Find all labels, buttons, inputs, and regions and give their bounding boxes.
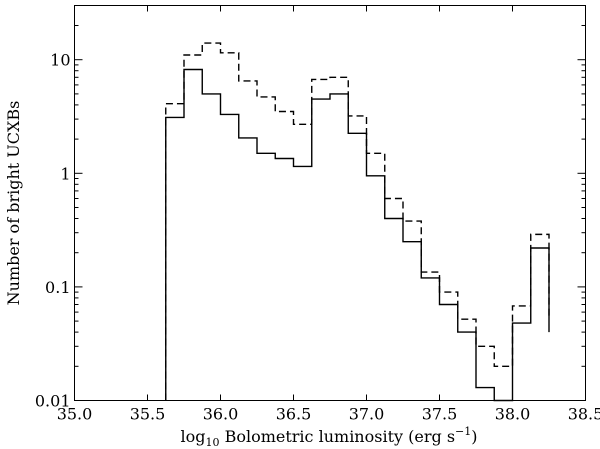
y-axis-label: Number of bright UCXBs [4,101,23,306]
x-tick-label: 38.5 [568,405,600,424]
bar-dashed-6 [275,111,293,400]
bar-dashed-9 [330,77,348,400]
ticks-layer: 35.0 35.5 36.0 36.5 37.0 37.5 38.0 38.5 0.01 0.1 1… [35,5,600,424]
bar-dashed-7 [294,124,312,400]
x-tick-label: 35.0 [57,405,93,424]
bar-dashed-15 [440,292,458,400]
x-tick-label: 37.0 [349,405,385,424]
bar-dashed-10 [348,116,366,401]
x-tick-label: 35.5 [130,405,166,424]
x-tick-label: 38.0 [495,405,531,424]
bar-dashed-13 [403,221,421,400]
bar-dashed-16 [458,319,476,400]
bar-dashed-18 [494,366,512,400]
x-axis-label-suffix: ) [471,427,477,446]
series-dashed [165,42,550,401]
x-tick-label: 37.5 [422,405,458,424]
y-tick-label: 1 [60,164,70,183]
bar-dashed-8 [312,79,330,400]
x-axis-label-subscript: 10 [205,436,219,449]
bar-dashed-12 [385,199,403,401]
bar-dashed-4 [239,81,257,401]
x-axis-label-main: Bolometric luminosity (erg s [219,427,455,446]
y-tick-label: 0.1 [45,278,70,297]
series-solid-line [165,68,550,402]
bar-dashed-19 [513,306,531,401]
series-layer [165,42,550,402]
bar-dashed-14 [421,272,439,400]
bar-dashed-2 [202,43,220,400]
bar-dashed-1 [184,55,202,401]
x-axis-label-prefix: log [180,427,205,446]
x-tick-label: 36.0 [203,405,239,424]
bar-dashed-11 [367,153,385,400]
bar-dashed-5 [257,97,275,401]
x-tick-label: 36.5 [276,405,312,424]
plot-frame [74,5,586,401]
bar-dashed-20 [531,234,549,400]
bar-dashed-3 [221,53,239,401]
y-tick-label: 0.01 [35,392,71,411]
bar-dashed-17 [476,346,494,400]
x-axis-label-superscript: −1 [455,425,471,438]
series-dashed-line [165,42,550,401]
bar-dashed-0 [166,104,184,401]
series-solid [165,68,550,402]
y-tick-label: 10 [50,51,70,70]
x-axis-label: log10 Bolometric luminosity (erg s−1) [180,425,477,449]
